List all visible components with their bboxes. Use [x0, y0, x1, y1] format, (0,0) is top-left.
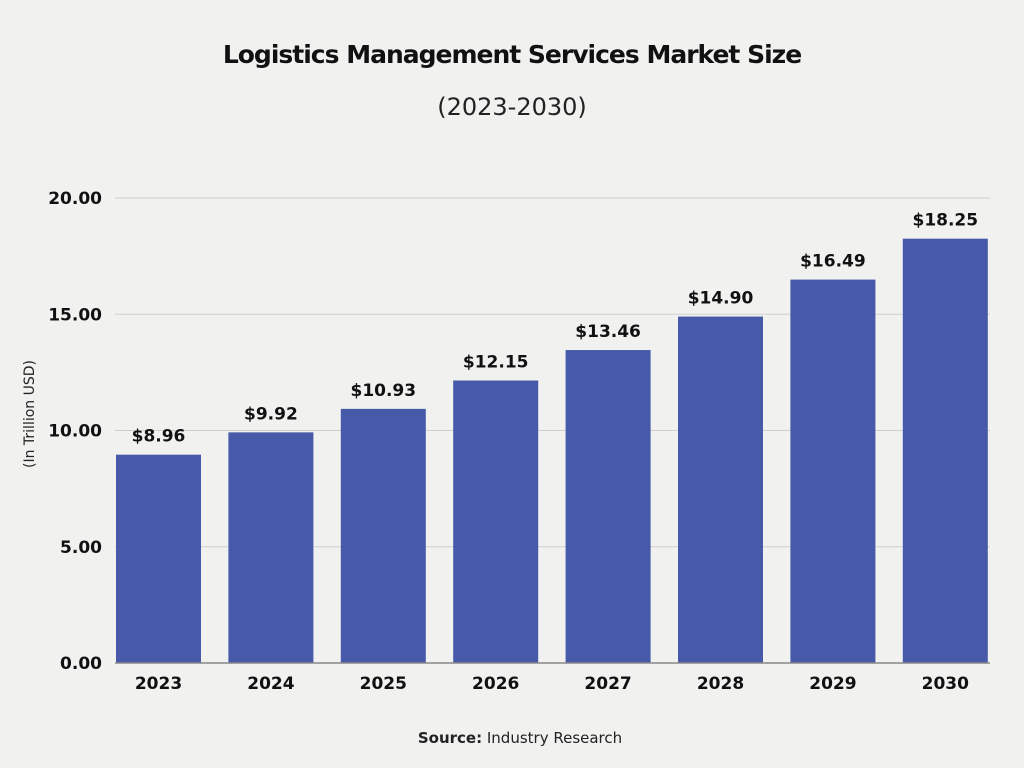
- data-label: $18.25: [912, 211, 978, 231]
- bar-2025: [340, 408, 426, 663]
- bar-2026: [453, 380, 539, 663]
- source-text: Industry Research: [486, 729, 623, 747]
- bar-2028: [678, 316, 763, 663]
- bar-2030: [902, 238, 988, 663]
- y-tick-label: 20.00: [48, 189, 102, 209]
- y-tick-label: 5.00: [60, 538, 102, 558]
- data-label: $12.15: [463, 353, 529, 373]
- data-label: $13.46: [575, 322, 641, 342]
- bar-2023: [116, 454, 201, 663]
- bar-2027: [565, 350, 651, 663]
- x-tick-label: 2024: [247, 674, 294, 694]
- chart-title: Logistics Management Services Market Siz…: [222, 40, 802, 69]
- data-label: $9.92: [244, 404, 298, 424]
- bar-2029: [790, 279, 876, 663]
- source-note: Source: Industry Research: [0, 729, 1024, 747]
- x-tick-label: 2025: [360, 674, 407, 694]
- source-label: Source:: [417, 729, 483, 747]
- x-tick-label: 2027: [584, 674, 631, 694]
- bar-2024: [228, 432, 314, 663]
- x-tick-label: 2029: [809, 674, 856, 694]
- data-label: $8.96: [132, 427, 186, 447]
- data-label: $10.93: [350, 381, 416, 401]
- data-label: $16.49: [800, 252, 866, 272]
- data-label: $14.90: [688, 289, 754, 309]
- y-tick-label: 10.00: [48, 422, 102, 442]
- x-tick-label: 2028: [697, 674, 744, 694]
- x-tick-label: 2026: [472, 674, 519, 694]
- y-tick-label: 0.00: [60, 654, 102, 674]
- y-tick-label: 15.00: [48, 305, 102, 325]
- chart-subtitle: (2023-2030): [437, 93, 587, 121]
- x-tick-label: 2030: [922, 674, 969, 694]
- x-tick-label: 2023: [135, 674, 182, 694]
